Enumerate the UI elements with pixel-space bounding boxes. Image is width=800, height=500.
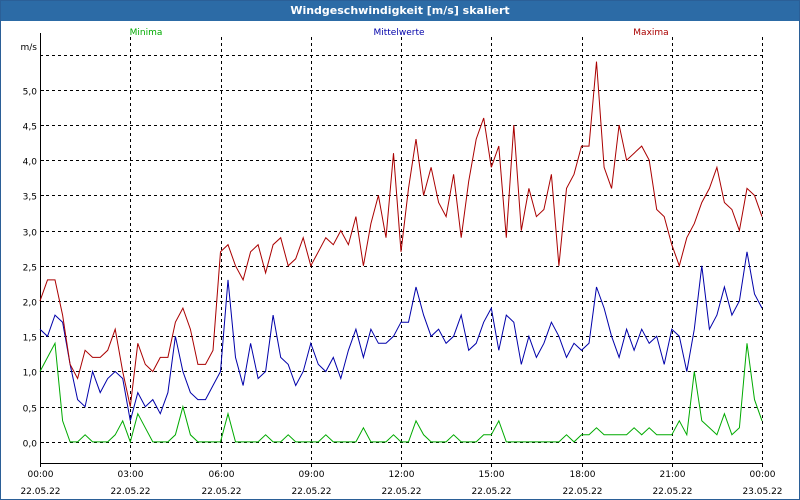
y-tick-label: 5,0 xyxy=(23,88,38,98)
y-tick-label: 4,0 xyxy=(23,158,38,168)
x-tick-time: 00:00 xyxy=(750,470,776,480)
minima-line xyxy=(39,341,763,444)
y-tick-label: 2,5 xyxy=(23,264,37,274)
x-tick-time: 15:00 xyxy=(479,470,505,480)
y-tick-label: 0,5 xyxy=(23,405,37,415)
x-tick-date: 22.05.22 xyxy=(201,487,241,497)
x-tick-date: 22.05.22 xyxy=(110,487,150,497)
wind-speed-chart: 0,0 0,5 1,0 1,5 2,0 2,5 3,0 3,5 4,0 4,5 5,0 00:00 22… xyxy=(2,21,799,499)
x-tick-time: 12:00 xyxy=(389,470,415,480)
y-axis-unit-label: m/s xyxy=(21,43,38,53)
series-lines xyxy=(39,61,763,444)
x-tick-time: 21:00 xyxy=(660,470,686,480)
x-tick-date: 22.05.22 xyxy=(562,487,602,497)
x-tick-date: 23.05.22 xyxy=(742,487,782,497)
axis-labels: 0,0 0,5 1,0 1,5 2,0 2,5 3,0 3,5 4,0 4,5 5,0 00:00 22… xyxy=(20,43,782,497)
y-tick-label: 2,0 xyxy=(23,299,38,309)
axes xyxy=(40,33,763,467)
legend: Minima Mittelwerte Maxima xyxy=(130,28,669,38)
x-tick-date: 22.05.22 xyxy=(652,487,692,497)
maxima-line xyxy=(39,61,763,407)
window-title: Windgeschwindigkeit [m/s] skaliert xyxy=(1,1,799,21)
x-tick-time: 06:00 xyxy=(209,470,235,480)
x-tick-time: 00:00 xyxy=(28,470,54,480)
x-tick-date: 22.05.22 xyxy=(471,487,511,497)
y-tick-label: 3,5 xyxy=(23,193,37,203)
x-tick-time: 09:00 xyxy=(299,470,325,480)
y-tick-label: 4,5 xyxy=(23,123,37,133)
x-tick-time: 03:00 xyxy=(118,470,144,480)
x-tick-date: 22.05.22 xyxy=(20,487,60,497)
x-tick-time: 18:00 xyxy=(570,470,596,480)
x-tick-date: 22.05.22 xyxy=(291,487,331,497)
chart-background xyxy=(2,21,799,499)
y-tick-label: 3,0 xyxy=(23,229,38,239)
legend-minima: Minima xyxy=(130,28,163,38)
x-tick-date: 22.05.22 xyxy=(381,487,421,497)
legend-mittelwerte: Mittelwerte xyxy=(373,28,424,38)
legend-maxima: Maxima xyxy=(633,28,668,38)
mittelwerte-line xyxy=(39,251,763,421)
y-tick-label: 1,5 xyxy=(23,334,37,344)
y-tick-label: 0,0 xyxy=(23,440,38,450)
grid-lines xyxy=(40,37,763,463)
y-tick-label: 1,0 xyxy=(23,369,38,379)
